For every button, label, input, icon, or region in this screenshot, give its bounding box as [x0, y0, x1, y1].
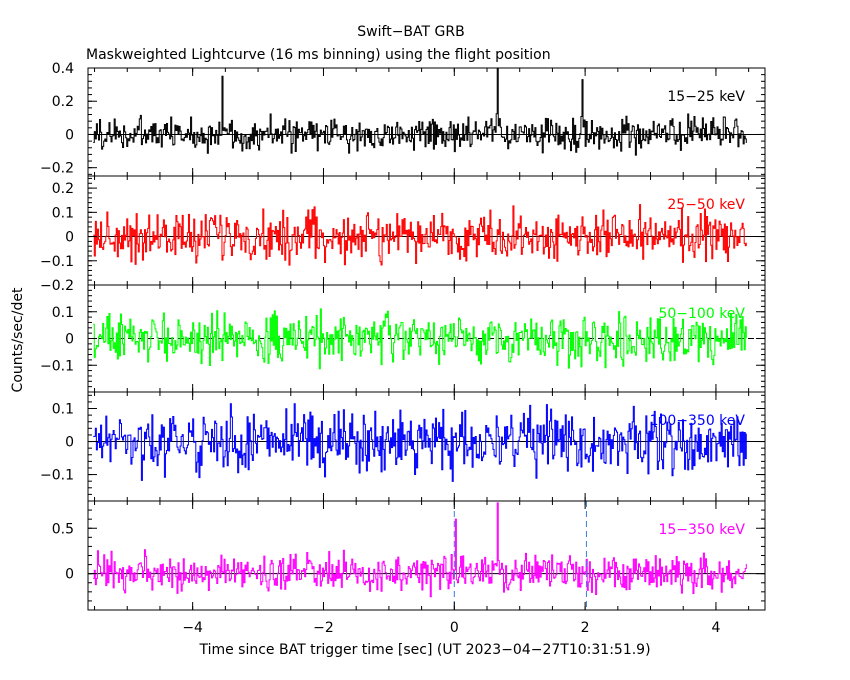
y-tick-label: 0.5: [52, 521, 74, 537]
x-tick-label: 0: [450, 620, 459, 636]
y-tick-label: 0.1: [52, 305, 74, 321]
band-label: 15−25 keV: [667, 89, 745, 105]
panels-group: −0.2 0 0.2 0.4 15−25 keV −0.2 −0.1 0 0.1 0.2 25−50…: [40, 61, 766, 611]
y-tick-label: 0: [65, 332, 74, 348]
y-tick-label: 0.1: [52, 205, 74, 221]
y-tick-label: 0: [65, 567, 74, 583]
band-label: 15−350 keV: [658, 522, 745, 538]
trace-1: [93, 68, 747, 156]
x-tick-label: −4: [182, 620, 203, 636]
band-label: 25−50 keV: [667, 197, 745, 213]
x-tick-label: −2: [313, 620, 334, 636]
y-tick-label: −0.2: [40, 278, 74, 294]
x-tick-label: 4: [711, 620, 720, 636]
y-tick-label: −0.1: [40, 254, 74, 270]
x-tick-label: 2: [581, 620, 590, 636]
panel-4: −0.1 0 0.1 100−350 keV: [40, 391, 766, 502]
y-tick-label: 0.4: [52, 61, 74, 77]
y-tick-label: −0.1: [40, 468, 74, 484]
y-tick-label: 0: [65, 127, 74, 143]
panel-frame: [87, 500, 766, 611]
y-tick-label: 0.2: [52, 181, 74, 197]
panel-1: −0.2 0 0.2 0.4 15−25 keV: [40, 61, 766, 177]
y-axis-label: Counts/sec/det: [10, 287, 26, 392]
trace-2: [93, 204, 747, 266]
y-tick-label: 0: [65, 230, 74, 246]
y-tick-label: −0.1: [40, 358, 74, 374]
band-label: 100−350 keV: [650, 413, 746, 429]
y-tick-label: 0.2: [52, 94, 74, 110]
panel-frame: [87, 67, 766, 177]
band-label: 50−100 keV: [658, 306, 745, 322]
chart-title: Swift−BAT GRB: [357, 24, 464, 40]
y-tick-label: 0.1: [52, 402, 74, 418]
trace-3: [93, 308, 747, 370]
chart-subtitle: Maskweighted Lightcurve (16 ms binning) …: [86, 47, 551, 63]
panel-5: 0 0.5 15−350 keV: [52, 500, 766, 611]
x-axis: −4 −2 0 2 4: [182, 620, 720, 636]
x-axis-label: Time since BAT trigger time [sec] (UT 20…: [198, 642, 650, 658]
y-tick-label: −0.2: [40, 161, 74, 177]
trace-5: [93, 502, 747, 598]
y-tick-label: 0: [65, 435, 74, 451]
trace-4: [93, 403, 747, 482]
panel-2: −0.2 −0.1 0 0.1 0.2 25−50 keV: [40, 175, 766, 294]
panel-3: −0.1 0 0.1 50−100 keV: [40, 284, 766, 393]
